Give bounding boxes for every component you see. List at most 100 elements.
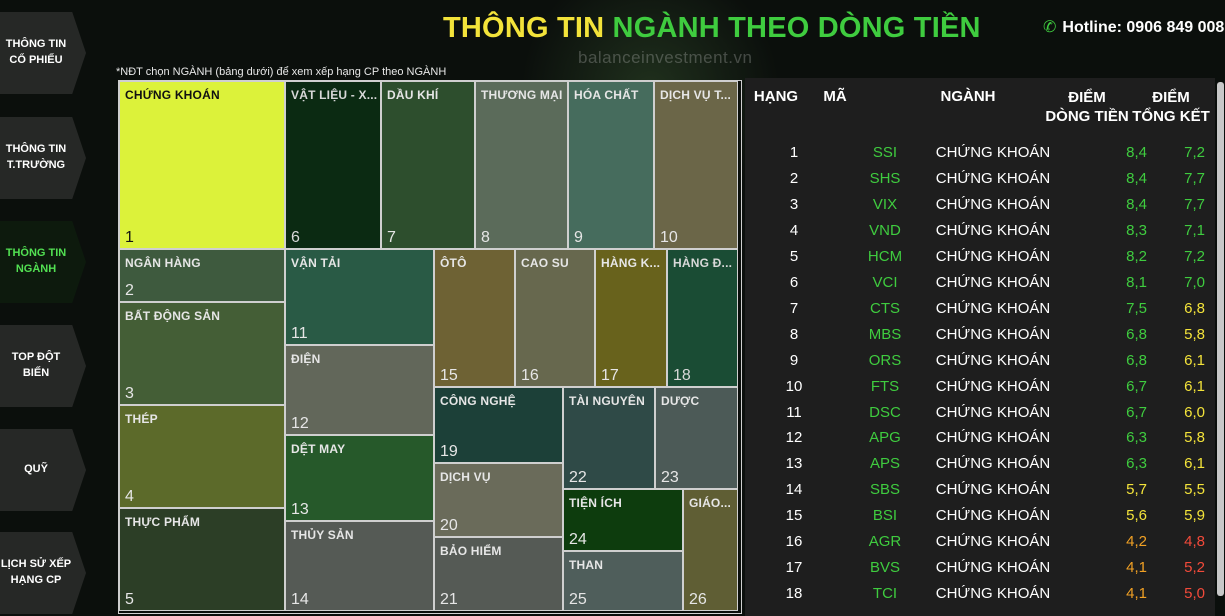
treemap-tile[interactable]: BẢO HIỂM 21 [434,537,563,611]
cell-code[interactable]: VIX [872,195,898,213]
cell-flow-score: 5,6 [1126,507,1147,525]
cell-flow-score: 8,2 [1126,247,1147,265]
treemap-tile[interactable]: THÉP 4 [119,405,285,508]
treemap-tile[interactable]: DƯỢC 23 [655,387,738,489]
cell-code[interactable]: FTS [870,377,900,395]
tile-rank: 11 [291,325,308,342]
treemap-tile[interactable]: TÀI NGUYÊN 22 [563,387,655,489]
ranking-scrollbar[interactable] [1217,82,1224,596]
cell-code[interactable]: VND [869,221,901,239]
cell-code[interactable]: BVS [869,559,900,577]
treemap-tile[interactable]: DỆT MAY 13 [285,435,434,521]
tile-rank: 2 [125,282,134,299]
treemap-tile[interactable]: ĐIỆN 12 [285,345,434,435]
table-row[interactable]: 6 VCI CHỨNG KHOÁN 8,1 7,0 [745,270,1215,296]
table-row[interactable]: 3 VIX CHỨNG KHOÁN 8,4 7,7 [745,192,1215,218]
tile-name: BẤT ĐỘNG SẢN [125,309,221,323]
cell-industry: CHỨNG KHOÁN [935,299,1051,317]
treemap-tile[interactable]: THAN 25 [563,551,683,611]
cell-industry: CHỨNG KHOÁN [935,585,1051,603]
cell-flow-score: 4,1 [1126,559,1147,577]
tile-name: CAO SU [521,256,569,270]
tile-name: CÔNG NGHỆ [440,394,516,408]
cell-code[interactable]: HCM [867,247,903,265]
cell-code[interactable]: APS [869,455,900,473]
treemap-tile[interactable]: HÓA CHẤT 9 [568,81,654,249]
nav-top-breakout[interactable]: TOP ĐỘT BIẾN [0,325,86,407]
table-row[interactable]: 8 MBS CHỨNG KHOÁN 6,8 5,8 [745,322,1215,348]
nav-ranking-history[interactable]: LỊCH SỬ XẾP HẠNG CP [0,532,86,614]
header-flow-score: ĐIỂM DÒNG TIỀN [1027,88,1147,126]
cell-code[interactable]: SSI [872,144,898,161]
cell-rank: 13 [785,455,803,473]
page-title: THÔNG TIN NGÀNH THEO DÒNG TIỀN [443,12,981,45]
table-row[interactable]: 4 VND CHỨNG KHOÁN 8,3 7,1 [745,218,1215,244]
table-row[interactable]: 7 CTS CHỨNG KHOÁN 7,5 6,8 [745,296,1215,322]
treemap-tile[interactable]: THỦY SẢN 14 [285,521,434,611]
table-row[interactable]: 12 APG CHỨNG KHOÁN 6,3 5,8 [745,425,1215,451]
scrollbar-thumb[interactable] [1217,82,1224,596]
tile-name: THÉP [125,412,158,426]
cell-industry: CHỨNG KHOÁN [935,169,1051,187]
table-row[interactable]: 11 DSC CHỨNG KHOÁN 6,7 6,0 [745,400,1215,426]
nav-label: TOP ĐỘT [11,351,61,364]
cell-code[interactable]: APG [869,429,901,447]
cell-code[interactable]: TCI [872,585,898,603]
nav-stock-info[interactable]: THÔNG TIN CỔ PHIẾU [0,12,86,94]
treemap-tile[interactable]: HÀNG K... 17 [595,249,667,387]
tile-name: THỦY SẢN [291,528,354,542]
tile-name: DỆT MAY [291,442,346,456]
table-row[interactable]: 17 BVS CHỨNG KHOÁN 4,1 5,2 [745,555,1215,581]
cell-total-score: 7,2 [1184,144,1205,161]
cell-industry: CHỨNG KHOÁN [935,247,1051,265]
tile-name: DỊCH VỤ T... [660,88,732,102]
treemap-tile[interactable]: TIỆN ÍCH 24 [563,489,683,551]
treemap-tile[interactable]: THỰC PHẨM 5 [119,508,285,611]
nav-industry-info[interactable]: THÔNG TIN NGÀNH [0,221,86,303]
nav-label: NGÀNH [15,263,57,275]
treemap-tile[interactable]: CHỨNG KHOÁN 1 [119,81,285,249]
table-row[interactable]: 16 AGR CHỨNG KHOÁN 4,2 4,8 [745,529,1215,555]
treemap-tile[interactable]: ÔTÔ 15 [434,249,515,387]
tile-rank: 14 [291,591,309,608]
treemap-tile[interactable]: CAO SU 16 [515,249,595,387]
table-row[interactable]: 2 SHS CHỨNG KHOÁN 8,4 7,7 [745,166,1215,192]
tile-rank: 18 [673,367,691,384]
cell-code[interactable]: BSI [872,507,898,525]
cell-code[interactable]: ORS [868,351,902,369]
nav-market-info[interactable]: THÔNG TIN T.TRƯỜNG [0,117,86,199]
table-row[interactable]: 15 BSI CHỨNG KHOÁN 5,6 5,9 [745,503,1215,529]
treemap-tile[interactable]: DẦU KHÍ 7 [381,81,475,249]
treemap-tile[interactable]: VẬT LIỆU - X... 6 [285,81,381,249]
cell-code[interactable]: SBS [869,481,900,499]
table-row[interactable]: 18 TCI CHỨNG KHOÁN 4,1 5,0 [745,581,1215,607]
treemap-tile[interactable]: DỊCH VỤ T... 10 [654,81,738,249]
cell-flow-score: 8,3 [1126,221,1147,239]
table-row[interactable]: 13 APS CHỨNG KHOÁN 6,3 6,1 [745,451,1215,477]
cell-code[interactable]: VCI [872,273,898,291]
cell-code[interactable]: CTS [870,299,900,317]
cell-code[interactable]: MBS [868,325,902,343]
treemap-tile[interactable]: NGÂN HÀNG 2 [119,249,285,302]
treemap-tile[interactable]: DỊCH VỤ 20 [434,463,563,537]
cell-industry: CHỨNG KHOÁN [935,221,1051,239]
treemap-tile[interactable]: HÀNG Đ... 18 [667,249,738,387]
nav-fund[interactable]: QUỸ [0,429,86,511]
treemap-tile[interactable]: GIÁO... 26 [683,489,738,611]
cell-total-score: 6,1 [1184,455,1205,473]
header-line: ĐIỂM [1068,89,1106,106]
cell-rank: 7 [789,299,799,317]
cell-code[interactable]: SHS [869,169,901,187]
cell-code[interactable]: AGR [868,533,902,551]
cell-code[interactable]: DSC [869,403,901,421]
treemap-tile[interactable]: CÔNG NGHỆ 19 [434,387,563,463]
table-row[interactable]: 14 SBS CHỨNG KHOÁN 5,7 5,5 [745,477,1215,503]
cell-rank: 2 [789,169,799,187]
table-row[interactable]: 10 FTS CHỨNG KHOÁN 6,7 6,1 [745,374,1215,400]
treemap-tile[interactable]: VẬN TẢI 11 [285,249,434,345]
treemap-tile[interactable]: BẤT ĐỘNG SẢN 3 [119,302,285,405]
table-row[interactable]: 9 ORS CHỨNG KHOÁN 6,8 6,1 [745,348,1215,374]
table-row[interactable]: 1 SSI CHỨNG KHOÁN 8,4 7,2 [745,140,1215,166]
treemap-tile[interactable]: THƯƠNG MẠI 8 [475,81,568,249]
table-row[interactable]: 5 HCM CHỨNG KHOÁN 8,2 7,2 [745,244,1215,270]
